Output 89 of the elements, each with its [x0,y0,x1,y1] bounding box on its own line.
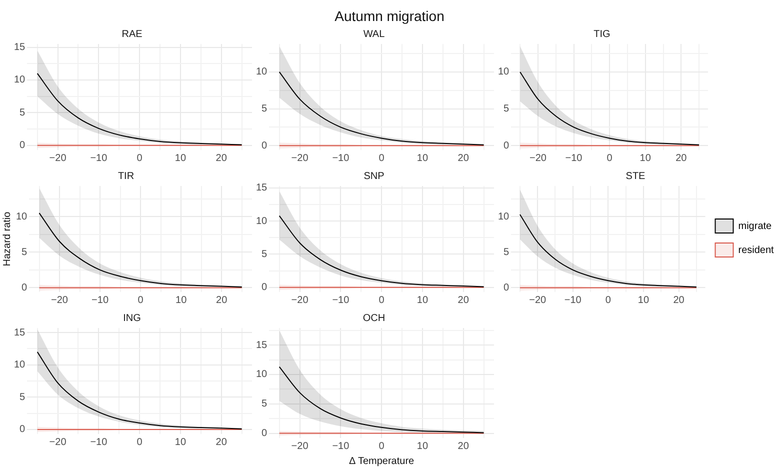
x-tick-label: 20 [216,152,228,164]
y-tick-label: 15 [14,327,26,338]
y-tick-label: 10 [14,360,26,371]
x-axis-title: Δ Temperature [349,456,415,467]
x-tick-label: 0 [378,152,385,164]
x-tick-label: −10 [565,152,583,164]
x-tick-label: −10 [564,294,582,306]
x-tick-label: 10 [416,152,428,164]
chart-title: OCH [362,312,386,324]
x-tick-label: −20 [529,294,547,306]
y-tick-label: 0 [262,140,268,152]
x-tick-label: −20 [49,152,67,164]
x-tick-label: −10 [332,152,350,164]
chart-title: TIR [118,170,134,182]
x-tick-label: 20 [216,436,228,448]
line-series [36,72,242,146]
y-tick-label: 10 [256,369,268,380]
x-tick-label: −20 [291,294,309,306]
x-tick-label: −20 [529,152,547,164]
line-series [36,351,242,430]
y-tick-label: 5 [262,248,268,260]
x-tick-label: 10 [640,152,652,164]
legend-label: resident [738,244,774,256]
y-tick-label: 10 [498,211,510,222]
y-tick-label: 5 [20,107,26,118]
y-tick-label: 0 [22,282,28,294]
y-tick-label: 0 [20,140,26,152]
x-tick-label: 0 [136,152,143,164]
x-tick-label: 10 [638,294,650,306]
x-tick-label: −10 [92,294,109,306]
x-tick-label: 10 [176,294,188,306]
line-series [278,366,484,434]
chart-title: ING [123,312,142,324]
legend-label: migrate [738,220,772,232]
y-tick-label: 0 [504,282,510,294]
y-tick-label: 10 [14,74,26,86]
chart-title: SNP [364,170,385,182]
x-tick-label: −10 [332,294,350,306]
x-tick-label: 0 [606,152,613,164]
x-tick-label: 10 [416,294,428,306]
y-axis-title: Hazard ratio [2,211,13,266]
y-tick-label: 15 [256,182,268,194]
y-tick-label: 5 [504,104,510,115]
x-tick-label: 20 [458,294,470,306]
line-series [278,71,484,146]
x-tick-label: 10 [174,436,186,448]
y-tick-label: 0 [262,428,268,440]
y-tick-label: 10 [498,66,510,78]
x-tick-label: 20 [458,440,470,452]
x-tick-label: 20 [673,294,685,306]
x-tick-label: −10 [332,440,350,452]
chart-title: STE [626,170,646,182]
y-tick-label: 15 [14,42,26,54]
x-tick-label: −20 [49,436,67,448]
y-tick-label: 5 [20,392,26,403]
x-tick-label: 0 [605,294,612,306]
line-series [38,212,242,288]
x-tick-label: 20 [458,152,470,164]
chart-title: TIG [594,28,611,40]
x-tick-label: −20 [291,152,309,164]
x-tick-label: 10 [174,152,186,164]
y-tick-label: 0 [20,424,26,436]
x-tick-label: −10 [90,152,108,164]
line-series [278,215,484,288]
y-tick-label: 5 [504,246,510,258]
chart-title: WAL [363,28,386,40]
line-series [520,71,700,146]
x-tick-label: 0 [378,440,385,452]
x-tick-label: −20 [291,440,309,452]
chart-title: RAE [122,28,143,40]
y-tick-label: 5 [262,104,268,115]
x-tick-label: 10 [416,440,428,452]
text: Autumn migration [334,8,446,24]
x-tick-label: 0 [138,294,144,306]
y-tick-label: 15 [256,340,268,351]
x-tick-label: 0 [136,436,143,448]
y-tick-label: 10 [256,66,268,78]
y-tick-label: 5 [22,246,28,258]
y-tick-label: 0 [262,282,268,294]
x-tick-label: −10 [90,436,108,448]
y-tick-label: 5 [262,398,268,410]
x-tick-label: −20 [51,294,68,306]
line-series [519,214,697,288]
y-tick-label: 10 [16,211,28,222]
y-tick-label: 10 [256,216,268,227]
x-tick-label: 0 [378,294,385,306]
x-tick-label: 20 [216,294,228,306]
x-tick-label: 20 [676,152,688,164]
y-tick-label: 0 [504,140,510,152]
